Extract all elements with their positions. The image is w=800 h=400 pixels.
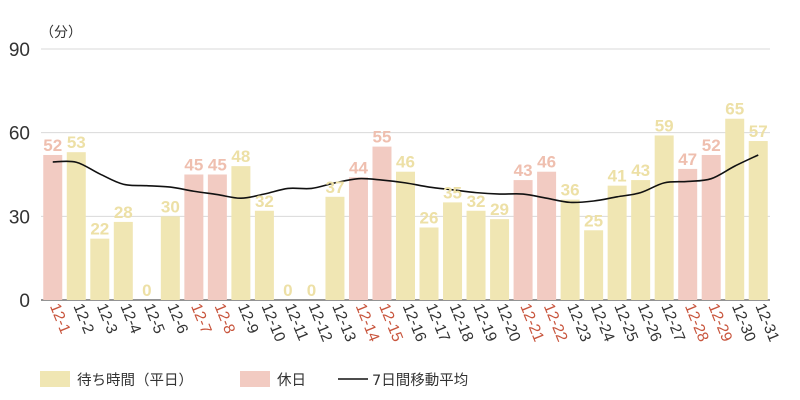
data-label-12-6: 30 — [161, 197, 180, 216]
moving-average-line — [52, 154, 759, 204]
bar-12-31 — [748, 141, 768, 300]
data-label-12-22: 46 — [537, 153, 556, 172]
data-label-12-12: 0 — [307, 281, 316, 300]
bar-12-3 — [90, 238, 110, 300]
bar-12-14 — [348, 177, 368, 300]
data-label-12-26: 43 — [631, 161, 650, 180]
category-label-12-3: 12-3 — [93, 301, 120, 336]
data-label-12-8: 45 — [208, 156, 227, 175]
bar-12-15 — [372, 146, 392, 300]
data-label-12-18: 35 — [443, 183, 462, 202]
bar-12-30 — [725, 118, 745, 300]
data-label-12-3: 22 — [90, 220, 109, 239]
bar-12-4 — [113, 221, 133, 300]
data-label-12-24: 25 — [584, 211, 603, 230]
category-label-12-4: 12-4 — [117, 301, 145, 336]
bar-12-23 — [560, 199, 580, 300]
bar-12-9 — [231, 166, 251, 300]
data-label-12-14: 44 — [349, 158, 368, 177]
bar-12-1 — [43, 154, 63, 300]
legend-holiday-swatch — [240, 371, 270, 387]
legend: 待ち時間（平日） 休日 7日間移動平均 — [40, 371, 468, 389]
category-label-12-6: 12-6 — [164, 301, 191, 336]
data-label-12-17: 26 — [420, 208, 439, 227]
data-label-12-27: 59 — [655, 116, 674, 135]
data-label-12-31: 57 — [749, 122, 768, 141]
data-label-12-21: 43 — [514, 161, 533, 180]
data-label-12-5: 0 — [142, 281, 151, 300]
data-label-12-4: 28 — [114, 203, 133, 222]
data-label-12-19: 32 — [467, 192, 486, 211]
bar-12-21 — [513, 180, 533, 300]
data-label-12-9: 48 — [231, 147, 250, 166]
category-label-12-8: 12-8 — [211, 301, 238, 336]
bar-12-10 — [254, 210, 274, 300]
y-tick-label: 60 — [9, 124, 30, 145]
y-tick-label: 90 — [9, 40, 30, 61]
legend-weekday-swatch — [40, 371, 70, 387]
data-label-12-7: 45 — [184, 156, 203, 175]
bar-12-20 — [490, 219, 510, 300]
bar-12-7 — [184, 174, 204, 300]
bar-12-8 — [207, 174, 227, 300]
legend-average-label: 7日間移動平均 — [372, 372, 468, 389]
bar-12-19 — [466, 210, 486, 300]
data-label-12-10: 32 — [255, 192, 274, 211]
bar-12-26 — [631, 180, 651, 300]
bar-12-27 — [654, 135, 674, 300]
data-label-12-30: 65 — [725, 100, 744, 119]
data-label-12-28: 47 — [678, 150, 697, 169]
data-label-12-1: 52 — [43, 136, 62, 155]
y-tick-label: 0 — [19, 291, 30, 312]
y-tick-label: 30 — [9, 207, 30, 228]
legend-weekday-label: 待ち時間（平日） — [77, 372, 193, 389]
moving-average-line-group — [52, 154, 759, 204]
data-label-12-13: 37 — [325, 178, 344, 197]
bars — [43, 118, 768, 300]
category-label-12-1: 12-1 — [46, 301, 73, 336]
category-labels: 12-112-212-312-412-512-612-712-812-912-1… — [46, 301, 782, 344]
data-label-12-16: 46 — [396, 153, 415, 172]
bar-12-29 — [701, 154, 721, 300]
category-label-12-7: 12-7 — [187, 301, 214, 336]
data-label-12-23: 36 — [561, 181, 580, 200]
bar-12-16 — [396, 171, 415, 300]
bar-12-25 — [607, 185, 627, 300]
category-label-12-2: 12-2 — [70, 301, 97, 336]
legend-holiday-label: 休日 — [277, 372, 306, 389]
data-label-12-2: 53 — [67, 133, 86, 152]
bar-12-17 — [419, 227, 439, 300]
data-label-12-20: 29 — [490, 200, 509, 219]
data-label-12-11: 0 — [283, 281, 292, 300]
bar-12-18 — [443, 202, 463, 300]
data-label-12-15: 55 — [373, 128, 392, 147]
data-label-12-25: 41 — [608, 167, 627, 186]
data-label-12-29: 52 — [702, 136, 721, 155]
bar-12-28 — [678, 168, 698, 300]
y-unit-label: （分） — [40, 25, 82, 41]
bar-12-6 — [160, 216, 180, 300]
category-label-12-5: 12-5 — [140, 301, 167, 336]
bar-12-2 — [66, 152, 86, 300]
bar-12-22 — [537, 171, 557, 300]
bar-12-13 — [325, 196, 345, 300]
category-label-12-9: 12-9 — [234, 301, 261, 336]
bar-12-24 — [584, 230, 604, 300]
